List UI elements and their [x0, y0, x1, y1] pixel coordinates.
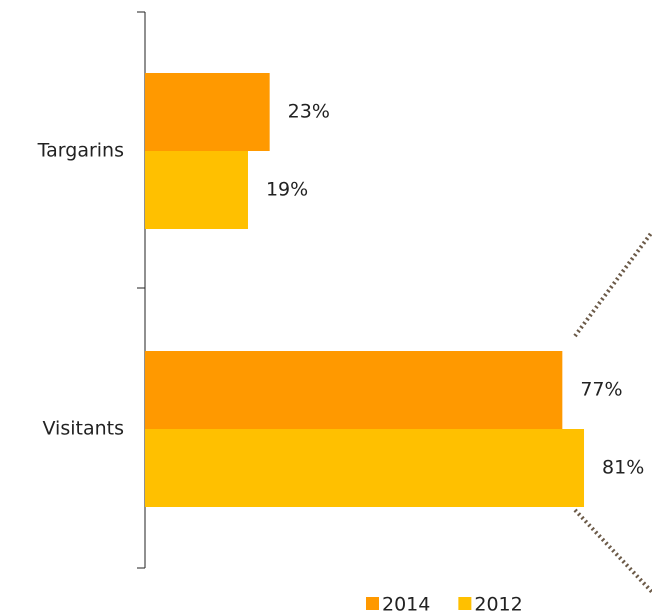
data-label: 81% [602, 457, 644, 479]
bar [145, 73, 270, 151]
bar [145, 151, 248, 229]
legend-label: 2014 [382, 594, 430, 616]
callout-line [573, 508, 652, 594]
legend-swatch [458, 597, 472, 610]
data-label: 19% [266, 179, 308, 201]
data-label: 23% [288, 101, 330, 123]
legend-swatch [366, 597, 379, 610]
y-tick-label: Visitants [42, 418, 124, 440]
y-tick-label: Targarins [37, 140, 124, 162]
legend-label: 2012 [474, 594, 522, 616]
data-label: 77% [580, 379, 622, 401]
bar [145, 429, 585, 507]
bar [145, 351, 563, 429]
callout-line [573, 230, 652, 338]
